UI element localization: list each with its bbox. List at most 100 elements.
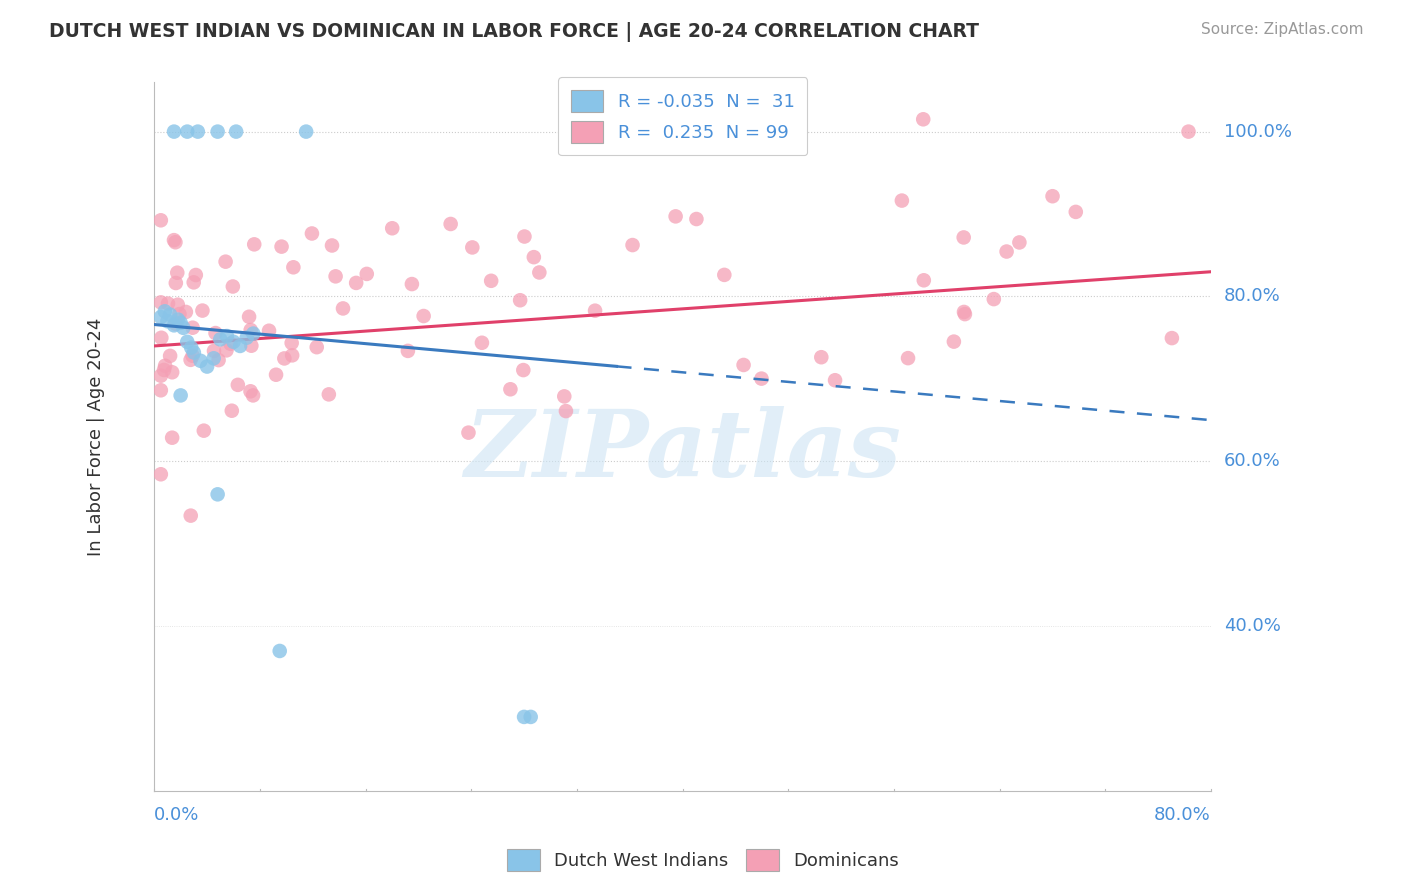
Text: 100.0%: 100.0% bbox=[1225, 122, 1292, 141]
Point bbox=[356, 267, 378, 281]
Point bbox=[239, 323, 262, 337]
Point bbox=[321, 238, 343, 252]
Point bbox=[583, 303, 606, 318]
Point bbox=[169, 307, 191, 321]
Point bbox=[166, 298, 188, 312]
Point bbox=[180, 341, 202, 355]
Point bbox=[440, 217, 463, 231]
Point bbox=[235, 331, 257, 345]
Point bbox=[243, 237, 266, 252]
Point bbox=[523, 250, 546, 264]
Point bbox=[187, 125, 209, 139]
Text: 80.0%: 80.0% bbox=[1154, 806, 1211, 824]
Point bbox=[180, 508, 202, 523]
Point bbox=[509, 293, 531, 308]
Text: DUTCH WEST INDIAN VS DOMINICAN IN LABOR FORCE | AGE 20-24 CORRELATION CHART: DUTCH WEST INDIAN VS DOMINICAN IN LABOR … bbox=[49, 22, 979, 42]
Point bbox=[181, 349, 204, 363]
Text: 60.0%: 60.0% bbox=[1225, 452, 1281, 470]
Point bbox=[1042, 189, 1064, 203]
Point bbox=[513, 710, 536, 724]
Point bbox=[242, 388, 264, 402]
Point bbox=[239, 384, 262, 399]
Point bbox=[912, 273, 935, 287]
Point bbox=[412, 309, 434, 323]
Point bbox=[156, 296, 179, 310]
Point bbox=[193, 424, 215, 438]
Point bbox=[1008, 235, 1031, 250]
Text: ZIPatlas: ZIPatlas bbox=[464, 406, 901, 496]
Point bbox=[163, 233, 186, 247]
Point bbox=[665, 210, 688, 224]
Point bbox=[512, 363, 534, 377]
Legend: Dutch West Indians, Dominicans: Dutch West Indians, Dominicans bbox=[499, 842, 907, 879]
Text: Source: ZipAtlas.com: Source: ZipAtlas.com bbox=[1201, 22, 1364, 37]
Point bbox=[160, 431, 183, 445]
Point bbox=[1177, 125, 1199, 139]
Point bbox=[165, 235, 187, 250]
Point bbox=[215, 343, 238, 358]
Text: 40.0%: 40.0% bbox=[1225, 617, 1281, 635]
Point bbox=[264, 368, 287, 382]
Point bbox=[153, 304, 176, 318]
Point bbox=[733, 358, 755, 372]
Point bbox=[283, 260, 305, 275]
Point bbox=[207, 487, 229, 501]
Point bbox=[149, 368, 172, 383]
Point bbox=[942, 334, 965, 349]
Point bbox=[202, 351, 225, 366]
Point bbox=[150, 331, 173, 345]
Point bbox=[149, 467, 172, 482]
Point bbox=[912, 112, 935, 127]
Point bbox=[1064, 205, 1087, 219]
Point bbox=[226, 377, 249, 392]
Point bbox=[273, 351, 295, 366]
Point bbox=[269, 644, 291, 658]
Point bbox=[621, 238, 644, 252]
Point bbox=[221, 403, 243, 417]
Point bbox=[225, 125, 247, 139]
Point bbox=[461, 240, 484, 254]
Point bbox=[163, 125, 186, 139]
Point bbox=[295, 125, 318, 139]
Point bbox=[149, 213, 172, 227]
Point bbox=[344, 276, 367, 290]
Text: 80.0%: 80.0% bbox=[1225, 287, 1281, 305]
Point bbox=[204, 326, 226, 340]
Point bbox=[301, 227, 323, 241]
Point bbox=[713, 268, 735, 282]
Point bbox=[953, 305, 976, 319]
Point bbox=[184, 268, 207, 282]
Point bbox=[172, 321, 194, 335]
Point bbox=[240, 339, 263, 353]
Point bbox=[165, 317, 187, 331]
Point bbox=[163, 318, 186, 333]
Point bbox=[281, 348, 304, 362]
Point bbox=[952, 230, 974, 244]
Text: 0.0%: 0.0% bbox=[155, 806, 200, 824]
Point bbox=[555, 404, 578, 418]
Point bbox=[195, 359, 218, 374]
Point bbox=[529, 265, 551, 279]
Point bbox=[183, 276, 205, 290]
Point bbox=[222, 334, 245, 349]
Point bbox=[897, 351, 920, 365]
Point bbox=[174, 305, 197, 319]
Point bbox=[181, 320, 204, 334]
Point bbox=[685, 212, 707, 227]
Point bbox=[513, 229, 536, 244]
Point bbox=[207, 353, 229, 368]
Point bbox=[810, 350, 832, 364]
Point bbox=[190, 353, 212, 368]
Point bbox=[890, 194, 912, 208]
Point bbox=[222, 279, 245, 293]
Point bbox=[1160, 331, 1182, 345]
Point bbox=[995, 244, 1018, 259]
Point bbox=[176, 125, 198, 139]
Point bbox=[242, 326, 264, 341]
Point bbox=[824, 373, 846, 387]
Point bbox=[751, 371, 773, 385]
Point bbox=[215, 329, 238, 343]
Point bbox=[167, 312, 190, 326]
Point bbox=[191, 303, 214, 318]
Point bbox=[553, 389, 575, 403]
